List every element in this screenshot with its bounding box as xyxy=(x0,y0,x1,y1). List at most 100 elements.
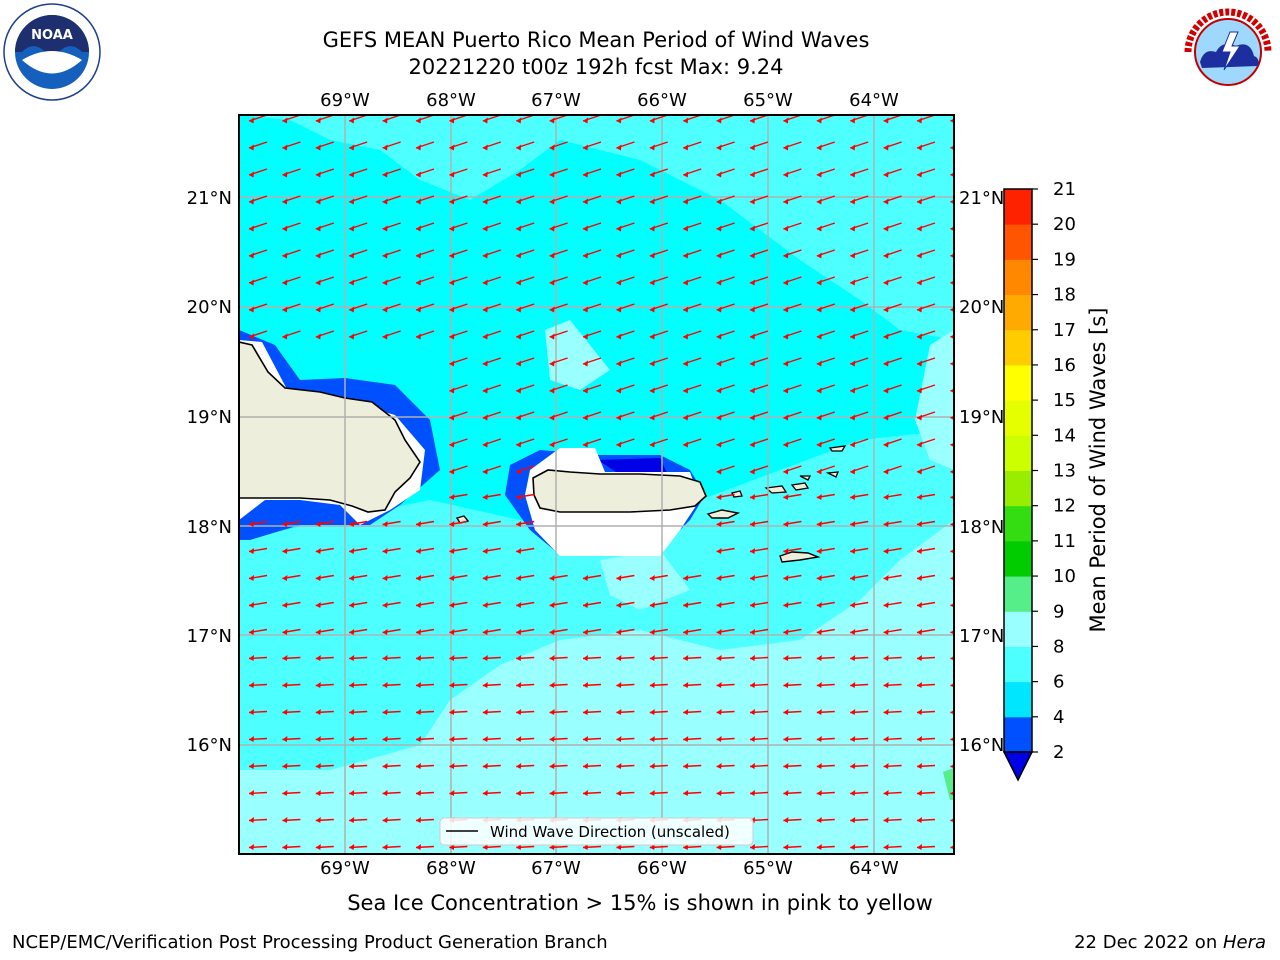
land-puerto-rico xyxy=(532,469,707,513)
wave-direction-arrowhead xyxy=(382,602,388,608)
wave-direction-arrowhead xyxy=(516,387,522,394)
wave-direction-arrowhead xyxy=(649,682,655,688)
wave-direction-arrowhead xyxy=(883,306,889,313)
wave-direction-arrowhead xyxy=(917,441,922,448)
wave-direction-arrowhead xyxy=(416,225,421,232)
wave-direction-arrowhead xyxy=(382,279,388,286)
wave-direction-arrowhead xyxy=(716,414,722,421)
wave-direction-arrowhead xyxy=(783,844,789,850)
wave-direction-arrowhead xyxy=(416,198,421,205)
wave-direction-arrowhead xyxy=(516,117,522,124)
wave-direction-arrowhead xyxy=(850,225,856,232)
wave-direction-arrowhead xyxy=(282,521,288,527)
wave-direction-arrowhead xyxy=(750,548,755,554)
wave-direction-arrowhead xyxy=(783,414,789,421)
land-small-island-2 xyxy=(799,475,812,481)
wave-direction-arrowhead xyxy=(583,225,588,232)
wave-direction-arrowhead xyxy=(816,844,822,850)
wave-direction-arrowhead xyxy=(315,655,321,661)
colorbar-tick-label: 19 xyxy=(1053,249,1076,270)
wave-direction-arrowhead xyxy=(349,655,355,661)
colorbar: 2 4 6 8 9 10 11 12 13 14 15 16 17 18 19 20 21 xyxy=(1002,179,1076,782)
land-virgin-islands-2 xyxy=(764,485,788,494)
wave-direction-arrowhead xyxy=(850,279,856,286)
wave-direction-arrowhead xyxy=(783,655,789,661)
wave-direction-arrowhead xyxy=(616,171,622,178)
wave-direction-arrowhead xyxy=(249,171,254,178)
wave-direction-arrowhead xyxy=(917,198,922,205)
wave-direction-arrowhead xyxy=(482,225,488,232)
wave-direction-arrowhead xyxy=(917,790,922,796)
wave-direction-arrowhead xyxy=(315,521,321,527)
wave-direction-arrowhead xyxy=(616,414,622,421)
wave-direction-arrowhead xyxy=(883,790,889,796)
wave-direction-arrowhead xyxy=(349,225,355,232)
wave-direction-arrowhead xyxy=(315,790,321,796)
wave-direction-arrowhead xyxy=(416,306,421,313)
wave-direction-arrowhead xyxy=(883,709,889,715)
wave-direction-arrowhead xyxy=(482,333,488,340)
wave-direction-arrowhead xyxy=(917,629,922,635)
wave-direction-arrowhead xyxy=(816,709,822,715)
land-vieques xyxy=(706,509,741,519)
wave-direction-arrowhead xyxy=(917,736,922,742)
wave-direction-arrowhead xyxy=(816,629,822,635)
wave-direction-arrowhead xyxy=(416,602,421,608)
wave-direction-arrowhead xyxy=(816,117,822,124)
wave-direction-arrowhead xyxy=(917,655,922,661)
wave-direction-arrowhead xyxy=(549,279,555,286)
wave-direction-arrowhead xyxy=(549,144,555,151)
wave-direction-arrowhead xyxy=(382,709,388,715)
wave-direction-arrowhead xyxy=(917,252,922,259)
wave-direction-arrowhead xyxy=(282,682,288,688)
wave-direction-arrowhead xyxy=(249,844,254,850)
wave-direction-arrowhead xyxy=(783,198,789,205)
wave-direction-arrowhead xyxy=(549,682,555,688)
wave-direction-arrowhead xyxy=(683,763,689,769)
wave-direction-arrowhead xyxy=(449,144,455,151)
wave-direction-arrowhead xyxy=(816,225,822,232)
wave-direction-arrowhead xyxy=(416,252,421,259)
wave-direction-arrowhead xyxy=(315,225,321,232)
wave-direction-arrowhead xyxy=(315,817,321,823)
wave-direction-arrowhead xyxy=(716,682,722,688)
wave-direction-arrowhead xyxy=(382,682,388,688)
wave-direction-arrowhead xyxy=(416,844,421,850)
wave-direction-arrowhead xyxy=(750,736,755,742)
wave-direction-arrowhead xyxy=(482,117,488,124)
wave-direction-arrowhead xyxy=(282,198,288,205)
wave-direction-arrowhead xyxy=(282,225,288,232)
wave-direction-arrowhead xyxy=(516,629,522,635)
wave-direction-arrowhead xyxy=(516,333,522,340)
wave-direction-arrowhead xyxy=(583,387,588,394)
wave-direction-arrowhead xyxy=(516,521,522,527)
wave-direction-arrowhead xyxy=(482,171,488,178)
wave-direction-arrowhead xyxy=(917,279,922,286)
wave-direction-arrowhead xyxy=(482,387,488,394)
wave-direction-arrowhead xyxy=(783,252,789,259)
wave-direction-arrowhead xyxy=(315,144,321,151)
wave-direction-arrowhead xyxy=(516,655,522,661)
wave-direction-arrowhead xyxy=(816,763,822,769)
wave-direction-arrowhead xyxy=(716,171,722,178)
lon-label-bottom-65w: 65°W xyxy=(743,858,793,879)
wave-direction-arrowhead xyxy=(816,602,822,608)
colorbar-under-extension xyxy=(1002,751,1034,782)
wave-direction-arrowhead xyxy=(583,414,588,421)
legend-box xyxy=(439,817,754,846)
wave-direction-arrowhead xyxy=(315,279,321,286)
lat-label-left-18n: 18°N xyxy=(187,517,232,538)
wave-direction-arrowhead xyxy=(649,629,655,635)
wave-direction-arrowhead xyxy=(249,817,254,823)
wave-direction-arrowhead xyxy=(783,763,789,769)
wave-direction-arrowhead xyxy=(549,360,555,367)
wave-direction-arrowhead xyxy=(349,790,355,796)
wave-direction-arrowhead xyxy=(883,279,889,286)
lon-label-bottom-67w: 67°W xyxy=(531,858,581,879)
wave-direction-arrowhead xyxy=(883,387,889,394)
wave-direction-arrowhead xyxy=(649,306,655,313)
wave-direction-arrowhead xyxy=(883,252,889,259)
wave-direction-arrowhead xyxy=(516,790,522,796)
wave-direction-arrowhead xyxy=(649,198,655,205)
wave-direction-arrowhead xyxy=(315,306,321,313)
